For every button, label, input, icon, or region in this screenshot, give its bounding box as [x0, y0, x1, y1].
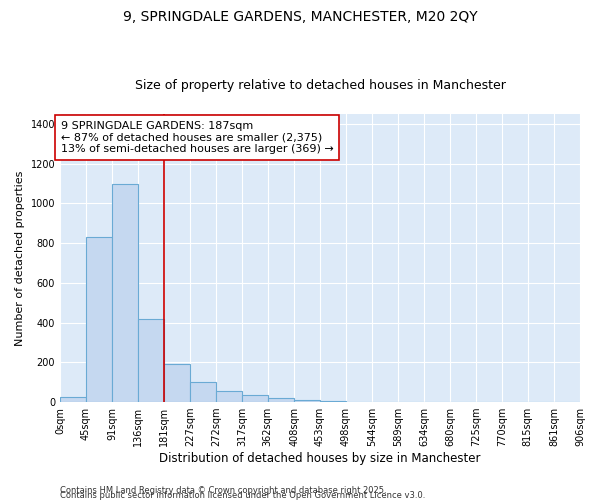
Bar — [60, 397, 86, 402]
Bar — [86, 237, 112, 402]
Bar — [320, 401, 346, 402]
Bar — [138, 318, 164, 402]
X-axis label: Distribution of detached houses by size in Manchester: Distribution of detached houses by size … — [159, 452, 481, 465]
Text: Contains public sector information licensed under the Open Government Licence v3: Contains public sector information licen… — [60, 491, 425, 500]
Bar — [190, 382, 216, 402]
Text: Contains HM Land Registry data © Crown copyright and database right 2025.: Contains HM Land Registry data © Crown c… — [60, 486, 386, 495]
Text: 9 SPRINGDALE GARDENS: 187sqm
← 87% of detached houses are smaller (2,375)
13% of: 9 SPRINGDALE GARDENS: 187sqm ← 87% of de… — [61, 121, 334, 154]
Bar — [164, 364, 190, 402]
Title: Size of property relative to detached houses in Manchester: Size of property relative to detached ho… — [134, 79, 505, 92]
Y-axis label: Number of detached properties: Number of detached properties — [15, 170, 25, 346]
Bar — [112, 184, 138, 402]
Bar — [242, 395, 268, 402]
Bar — [216, 391, 242, 402]
Bar — [294, 400, 320, 402]
Bar — [268, 398, 294, 402]
Text: 9, SPRINGDALE GARDENS, MANCHESTER, M20 2QY: 9, SPRINGDALE GARDENS, MANCHESTER, M20 2… — [122, 10, 478, 24]
